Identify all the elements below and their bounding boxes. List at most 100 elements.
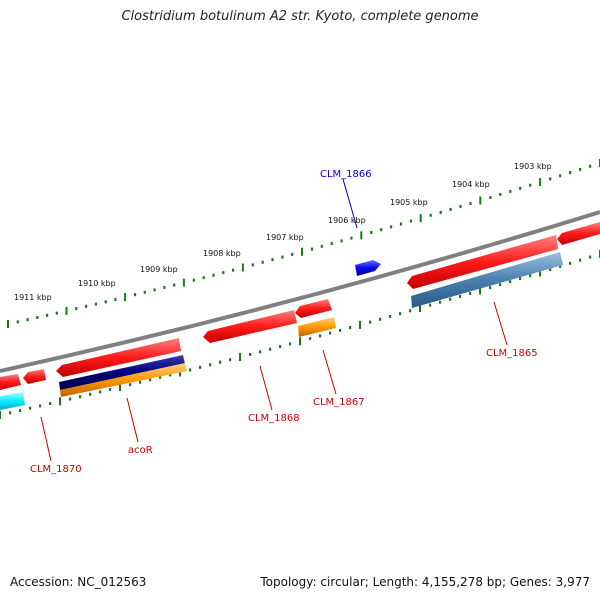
genome-backbone <box>0 210 600 373</box>
label-clm-1866[interactable]: CLM_1866 <box>320 169 372 180</box>
inner-ring-minor-tick <box>209 363 212 367</box>
label-clm-1870[interactable]: CLM_1870 <box>30 464 82 475</box>
inner-ring-minor-tick <box>169 373 172 377</box>
outer-ring-minor-tick <box>16 320 19 324</box>
gene-arrow-clm-1864[interactable] <box>557 222 600 245</box>
label-clm-1867[interactable]: CLM_1867 <box>313 397 365 408</box>
outer-ring-minor-tick <box>340 239 343 243</box>
outer-ring-minor-tick <box>449 207 452 211</box>
inner-ring-minor-tick <box>579 258 582 262</box>
outer-ring-major-tick <box>301 247 303 256</box>
outer-ring-minor-tick <box>489 196 492 199</box>
gene-arrow-clm-1866[interactable] <box>355 260 381 276</box>
inner-ring-minor-tick <box>259 350 262 354</box>
gene-bar-acor-orange[interactable] <box>60 363 187 397</box>
outer-ring-minor-tick <box>153 288 156 292</box>
outer-ring-major-tick <box>241 263 244 272</box>
inner-ring-minor-tick <box>449 297 452 301</box>
inner-ring-minor-tick <box>289 342 292 346</box>
outer-ring-minor-tick <box>519 186 522 190</box>
outer-ring-minor-tick <box>330 242 333 246</box>
inner-ring-minor-tick <box>389 315 392 318</box>
inner-ring-minor-tick <box>559 264 562 268</box>
inner-ring-minor-tick <box>79 395 82 399</box>
inner-ring-minor-tick <box>329 331 332 335</box>
outer-ring-minor-tick <box>380 228 383 232</box>
outer-ring-minor-tick <box>409 219 412 223</box>
outer-ring-minor-tick <box>232 268 235 272</box>
gene-arrow-clm-1869[interactable] <box>56 338 181 377</box>
outer-ring-minor-tick <box>163 286 166 289</box>
inner-ring-minor-tick <box>459 294 462 298</box>
outer-ring-minor-tick <box>271 258 274 262</box>
outer-ring-minor-tick <box>251 263 254 267</box>
gene-arrow-clm-1868[interactable] <box>203 310 297 343</box>
inner-ring-minor-tick <box>439 300 442 304</box>
gene-arrow-small-1[interactable] <box>23 369 46 384</box>
inner-ring-minor-tick <box>379 317 382 321</box>
outer-tick-ring <box>7 159 600 328</box>
outer-ring-minor-tick <box>46 313 49 317</box>
outer-ring-minor-tick <box>310 247 314 251</box>
inner-ring-minor-tick <box>319 334 322 338</box>
gene-arrow-clm-1867-fwd[interactable] <box>295 299 332 318</box>
outer-ring-minor-tick <box>469 202 472 205</box>
gene-arrow-clm-1865-fwd[interactable] <box>407 235 558 289</box>
inner-ring-minor-tick <box>569 261 572 265</box>
inner-ring-minor-tick <box>429 303 432 307</box>
label-clm-1868[interactable]: CLM_1868 <box>248 413 300 424</box>
inner-ring-minor-tick <box>409 309 412 313</box>
ruler-label-1903: 1903 kbp <box>514 162 552 171</box>
inner-ring-minor-tick <box>69 397 72 401</box>
outer-ring-minor-tick <box>429 213 432 217</box>
map-title: Clostridium botulinum A2 str. Kyoto, com… <box>121 9 479 24</box>
outer-ring-minor-tick <box>559 174 562 178</box>
outer-ring-minor-tick <box>212 273 215 277</box>
gene-arrow-left-edge[interactable] <box>0 374 21 390</box>
ruler-label-1911: 1911 kbp <box>14 293 52 302</box>
gene-bar-clm-1865[interactable] <box>411 252 563 308</box>
inner-ring-minor-tick <box>39 404 42 408</box>
ruler-label-1905: 1905 kbp <box>390 198 428 207</box>
outer-ring-minor-tick <box>350 236 353 240</box>
gene-bar-clm-1870[interactable] <box>0 392 25 410</box>
outer-ring-minor-tick <box>291 252 294 256</box>
leader-clm-1867 <box>322 349 337 395</box>
outer-ring-minor-tick <box>143 290 146 294</box>
ruler-label-1909: 1909 kbp <box>140 265 178 274</box>
outer-ring-minor-tick <box>133 293 137 297</box>
inner-ring-minor-tick <box>249 353 252 356</box>
inner-ring-minor-tick <box>349 326 352 330</box>
outer-ring-minor-tick <box>569 171 572 175</box>
outer-ring-minor-tick <box>529 183 532 187</box>
inner-ring-major-tick <box>119 383 121 392</box>
inner-ring-minor-tick <box>489 286 492 290</box>
inner-ring-minor-tick <box>29 406 32 410</box>
gene-bar-acor-navy[interactable] <box>59 355 185 390</box>
inner-ring-minor-tick <box>19 409 22 412</box>
outer-ring-minor-tick <box>549 177 552 181</box>
inner-ring-minor-tick <box>529 274 532 278</box>
inner-ring-minor-tick <box>509 280 512 284</box>
outer-ring-minor-tick <box>509 189 512 193</box>
outer-ring-minor-tick <box>499 192 502 196</box>
ruler-label-1906: 1906 kbp <box>328 216 366 225</box>
accession-text: Accession: NC_012563 <box>10 575 147 589</box>
outer-ring-minor-tick <box>55 311 58 315</box>
inner-ring-major-tick <box>59 397 61 406</box>
label-clm-1865[interactable]: CLM_1865 <box>486 348 538 359</box>
inner-tick-ring <box>0 250 600 419</box>
outer-ring-minor-tick <box>36 316 39 319</box>
outer-ring-minor-tick <box>104 300 107 304</box>
inner-ring-minor-tick <box>199 365 202 369</box>
inner-ring-minor-tick <box>229 358 232 362</box>
outer-ring-minor-tick <box>439 210 442 214</box>
outer-ring-minor-tick <box>114 297 117 301</box>
outer-ring-minor-tick <box>261 260 264 264</box>
inner-ring-major-tick <box>299 337 301 346</box>
label-acor[interactable]: acoR <box>128 445 153 456</box>
outer-ring-major-tick <box>360 231 363 240</box>
outer-ring-minor-tick <box>320 244 323 248</box>
leader-acor <box>126 397 139 443</box>
gene-bar-clm-1867[interactable] <box>298 317 336 337</box>
